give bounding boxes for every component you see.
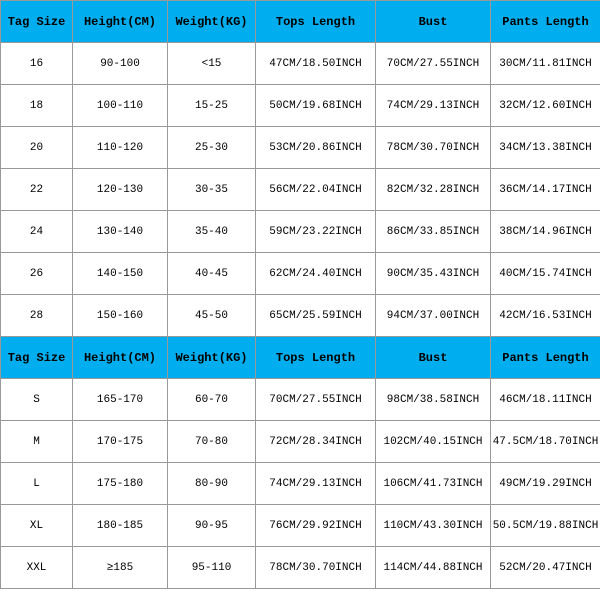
cell: 24 [1, 211, 73, 253]
cell: 106CM/41.73INCH [376, 463, 491, 505]
table-row: 18100-11015-2550CM/19.68INCH74CM/29.13IN… [1, 85, 600, 127]
col-header: Bust [376, 1, 491, 43]
cell: 120-130 [73, 169, 168, 211]
cell: 59CM/23.22INCH [256, 211, 376, 253]
cell: 45-50 [168, 295, 256, 337]
col-header: Height(CM) [73, 1, 168, 43]
cell: M [1, 421, 73, 463]
cell: 15-25 [168, 85, 256, 127]
cell: 47.5CM/18.70INCH [491, 421, 600, 463]
cell: 80-90 [168, 463, 256, 505]
cell: 76CM/29.92INCH [256, 505, 376, 547]
cell: 65CM/25.59INCH [256, 295, 376, 337]
col-header: Weight(KG) [168, 337, 256, 379]
cell: 40CM/15.74INCH [491, 253, 600, 295]
cell: 90CM/35.43INCH [376, 253, 491, 295]
table-row: L175-18080-9074CM/29.13INCH106CM/41.73IN… [1, 463, 600, 505]
cell: 70CM/27.55INCH [256, 379, 376, 421]
table-row: 26140-15040-4562CM/24.40INCH90CM/35.43IN… [1, 253, 600, 295]
cell: 62CM/24.40INCH [256, 253, 376, 295]
cell: 90-100 [73, 43, 168, 85]
cell: 50.5CM/19.88INCH [491, 505, 600, 547]
header-row-1: Tag SizeHeight(CM)Weight(KG)Tops LengthB… [1, 337, 600, 379]
cell: 53CM/20.86INCH [256, 127, 376, 169]
cell: 110CM/43.30INCH [376, 505, 491, 547]
cell: 42CM/16.53INCH [491, 295, 600, 337]
table-row: 22120-13030-3556CM/22.04INCH82CM/32.28IN… [1, 169, 600, 211]
cell: 36CM/14.17INCH [491, 169, 600, 211]
cell: 49CM/19.29INCH [491, 463, 600, 505]
table-row: XXL≥18595-11078CM/30.70INCH114CM/44.88IN… [1, 547, 600, 589]
cell: 47CM/18.50INCH [256, 43, 376, 85]
cell: 114CM/44.88INCH [376, 547, 491, 589]
cell: XXL [1, 547, 73, 589]
cell: 74CM/29.13INCH [256, 463, 376, 505]
table-row: 20110-12025-3053CM/20.86INCH78CM/30.70IN… [1, 127, 600, 169]
cell: 130-140 [73, 211, 168, 253]
cell: 78CM/30.70INCH [256, 547, 376, 589]
cell: 22 [1, 169, 73, 211]
col-header: Height(CM) [73, 337, 168, 379]
cell: 34CM/13.38INCH [491, 127, 600, 169]
col-header: Bust [376, 337, 491, 379]
cell: S [1, 379, 73, 421]
cell: 30-35 [168, 169, 256, 211]
cell: 70-80 [168, 421, 256, 463]
table-row: 1690-100<1547CM/18.50INCH70CM/27.55INCH3… [1, 43, 600, 85]
cell: 35-40 [168, 211, 256, 253]
cell: 175-180 [73, 463, 168, 505]
cell: 18 [1, 85, 73, 127]
table-row: XL180-18590-9576CM/29.92INCH110CM/43.30I… [1, 505, 600, 547]
cell: 46CM/18.11INCH [491, 379, 600, 421]
cell: 20 [1, 127, 73, 169]
cell: 95-110 [168, 547, 256, 589]
cell: 150-160 [73, 295, 168, 337]
table-row: S165-17060-7070CM/27.55INCH98CM/38.58INC… [1, 379, 600, 421]
cell: 90-95 [168, 505, 256, 547]
cell: 78CM/30.70INCH [376, 127, 491, 169]
cell: L [1, 463, 73, 505]
cell: ≥185 [73, 547, 168, 589]
cell: XL [1, 505, 73, 547]
col-header: Pants Length [491, 337, 600, 379]
col-header: Tops Length [256, 337, 376, 379]
col-header: Tops Length [256, 1, 376, 43]
cell: 16 [1, 43, 73, 85]
size-chart-table: Tag SizeHeight(CM)Weight(KG)Tops LengthB… [0, 0, 600, 589]
cell: 82CM/32.28INCH [376, 169, 491, 211]
cell: 70CM/27.55INCH [376, 43, 491, 85]
table-row: 28150-16045-5065CM/25.59INCH94CM/37.00IN… [1, 295, 600, 337]
cell: <15 [168, 43, 256, 85]
col-header: Tag Size [1, 337, 73, 379]
col-header: Weight(KG) [168, 1, 256, 43]
cell: 38CM/14.96INCH [491, 211, 600, 253]
cell: 86CM/33.85INCH [376, 211, 491, 253]
cell: 25-30 [168, 127, 256, 169]
cell: 98CM/38.58INCH [376, 379, 491, 421]
cell: 26 [1, 253, 73, 295]
cell: 52CM/20.47INCH [491, 547, 600, 589]
col-header: Pants Length [491, 1, 600, 43]
cell: 72CM/28.34INCH [256, 421, 376, 463]
col-header: Tag Size [1, 1, 73, 43]
cell: 140-150 [73, 253, 168, 295]
cell: 28 [1, 295, 73, 337]
cell: 100-110 [73, 85, 168, 127]
cell: 50CM/19.68INCH [256, 85, 376, 127]
cell: 165-170 [73, 379, 168, 421]
cell: 180-185 [73, 505, 168, 547]
cell: 60-70 [168, 379, 256, 421]
cell: 94CM/37.00INCH [376, 295, 491, 337]
cell: 102CM/40.15INCH [376, 421, 491, 463]
cell: 110-120 [73, 127, 168, 169]
table-row: 24130-14035-4059CM/23.22INCH86CM/33.85IN… [1, 211, 600, 253]
table-row: M170-17570-8072CM/28.34INCH102CM/40.15IN… [1, 421, 600, 463]
cell: 170-175 [73, 421, 168, 463]
cell: 32CM/12.60INCH [491, 85, 600, 127]
cell: 56CM/22.04INCH [256, 169, 376, 211]
cell: 40-45 [168, 253, 256, 295]
header-row-0: Tag SizeHeight(CM)Weight(KG)Tops LengthB… [1, 1, 600, 43]
cell: 74CM/29.13INCH [376, 85, 491, 127]
cell: 30CM/11.81INCH [491, 43, 600, 85]
